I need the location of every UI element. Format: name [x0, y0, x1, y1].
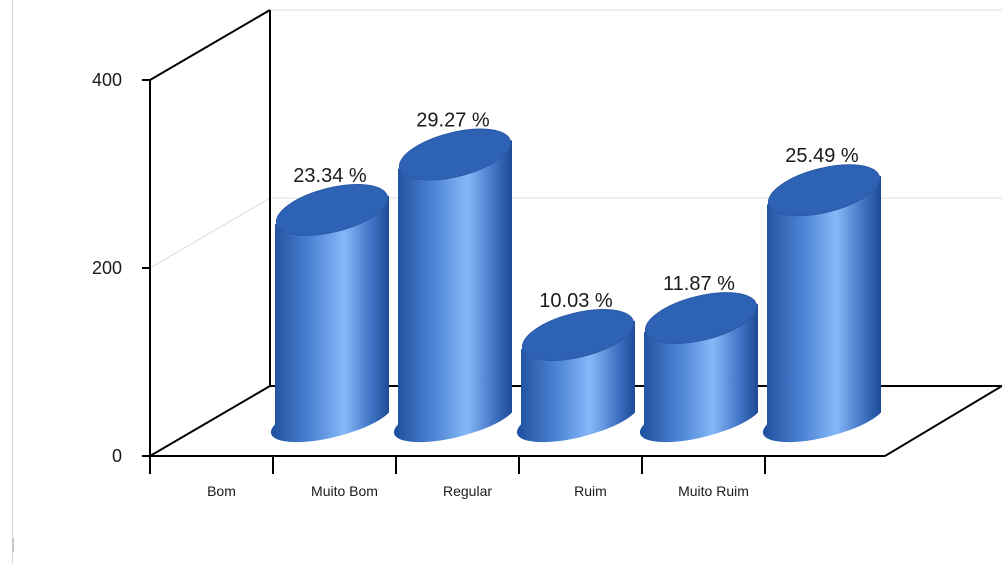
x-category-label: Muito Ruim	[678, 483, 749, 499]
bar-top	[521, 309, 635, 361]
x-category-label: Regular	[443, 483, 492, 499]
y-axis: 0 200 400	[92, 70, 151, 466]
data-labels: 23.34 % 29.27 % 10.03 % 11.87 % 25.49 %	[293, 110, 859, 312]
side-wall-gridline-200	[149, 197, 271, 269]
bar-body	[393, 140, 512, 443]
bar-top	[767, 164, 881, 217]
bar-cylinder	[393, 128, 512, 443]
bars	[270, 128, 881, 443]
side-wall-top-edge	[149, 9, 271, 81]
floor-right-edge	[884, 385, 1002, 457]
bar-data-label: 10.03 %	[539, 290, 613, 312]
bar-data-label: 11.87 %	[663, 273, 735, 295]
bar-body	[762, 176, 881, 443]
bar-data-label: 23.34 %	[293, 165, 367, 187]
x-category-label: Bom	[207, 483, 236, 499]
frame-left-stub	[12, 538, 14, 552]
x-category-label: Ruim	[574, 483, 607, 499]
bar-body	[270, 195, 389, 443]
y-tick-label: 400	[92, 70, 122, 90]
bar-cylinder	[762, 164, 881, 443]
bar-cylinder	[516, 309, 635, 443]
y-tick-label: 0	[112, 446, 122, 466]
floor-left-edge	[149, 385, 271, 457]
x-category-label: Muito Bom	[311, 483, 378, 499]
bar-top	[644, 292, 758, 344]
bar-data-label: 29.27 %	[416, 110, 490, 132]
y-tick-label: 200	[92, 258, 122, 278]
bar-data-label: 25.49 %	[785, 145, 859, 167]
bar-top	[398, 128, 512, 181]
bar-cylinder	[639, 292, 758, 443]
bar-cylinder	[270, 184, 389, 443]
x-axis: Bom Muito Bom Regular Ruim Muito Ruim	[149, 455, 885, 499]
frame-left-border	[12, 0, 13, 563]
bar-top	[275, 184, 389, 236]
